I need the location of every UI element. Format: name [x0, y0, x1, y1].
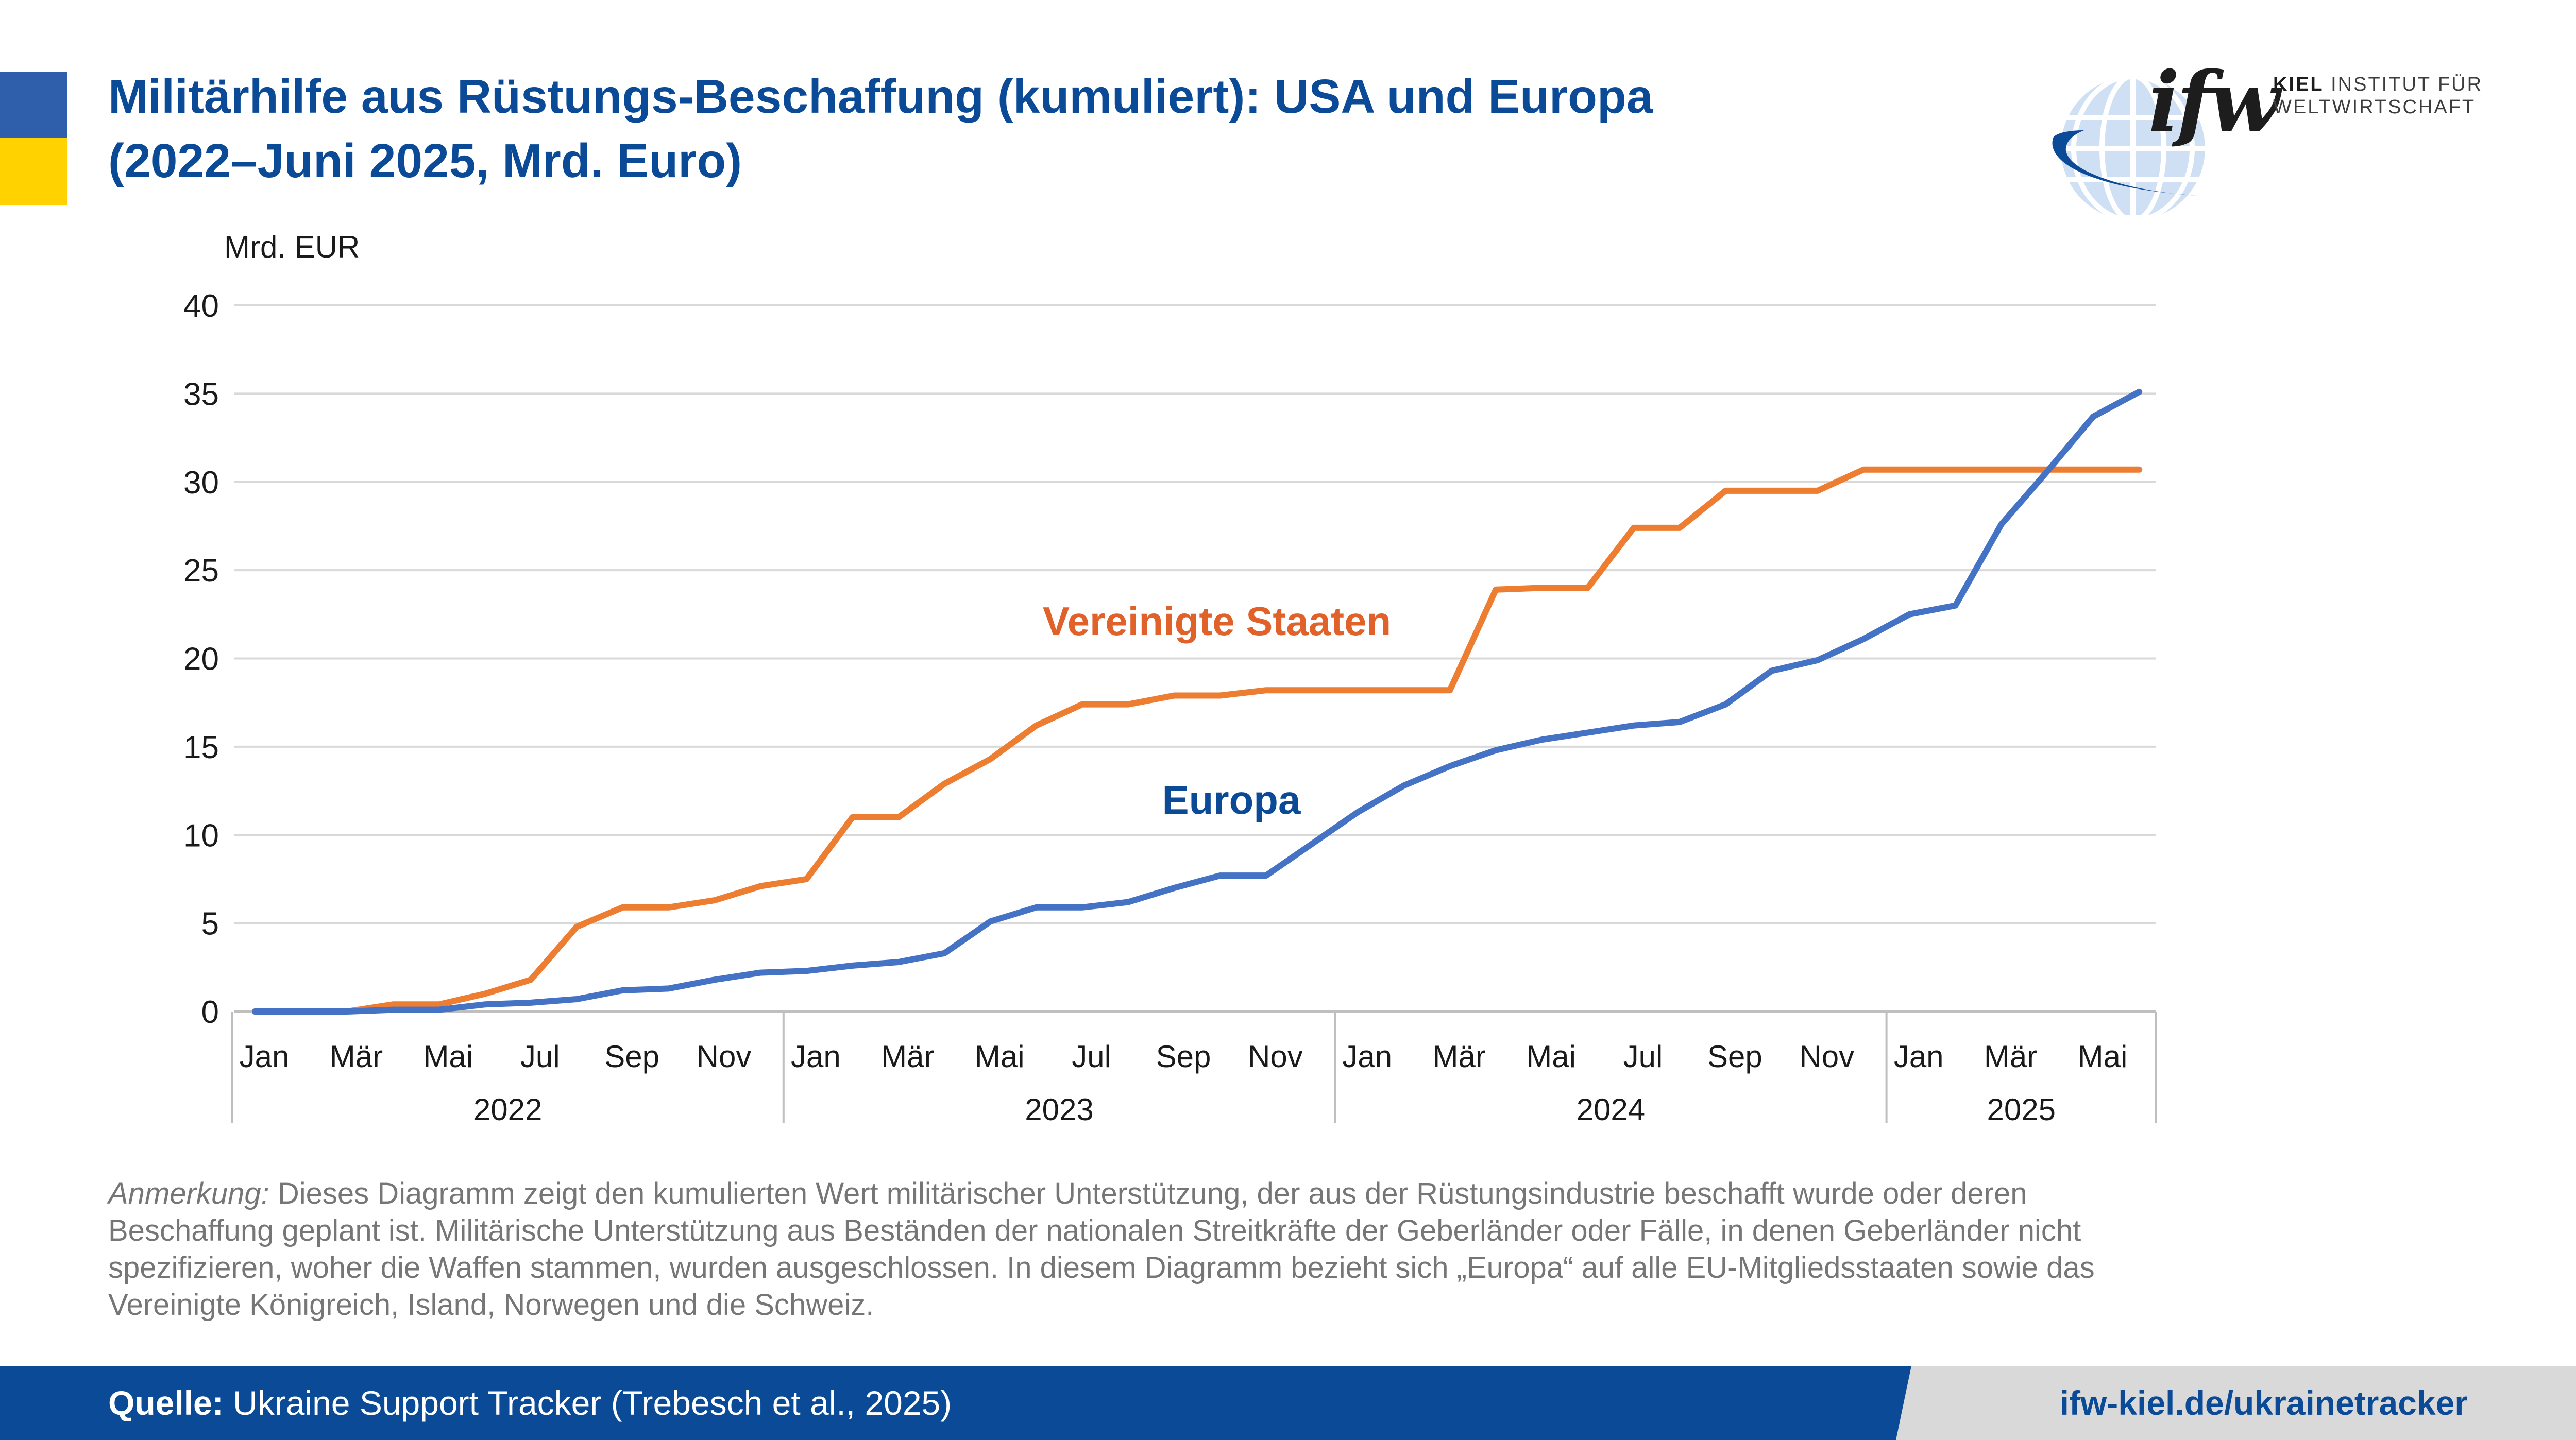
note-text: Dieses Diagramm zeigt den kumulierten We… [108, 1177, 2095, 1322]
x-tick-label: Sep [604, 1039, 659, 1074]
x-tick-label: Jan [791, 1039, 841, 1074]
x-tick-label: Jul [520, 1039, 560, 1074]
y-tick-label: 35 [183, 376, 219, 412]
x-tick-label: Jul [1623, 1039, 1663, 1074]
year-label: 2022 [473, 1092, 542, 1127]
chart-title-line2: (2022–Juni 2025, Mrd. Euro) [108, 134, 742, 187]
y-tick-label: 20 [183, 642, 219, 677]
year-label: 2024 [1577, 1092, 1645, 1127]
y-tick-label: 5 [201, 906, 219, 942]
y-tick-label: 0 [201, 995, 219, 1030]
ukraine-flag-blue [0, 72, 67, 138]
x-tick-label: Jan [1342, 1039, 1392, 1074]
x-tick-label: Mär [330, 1039, 383, 1074]
ukraine-flag-yellow [0, 138, 67, 205]
y-tick-label: 30 [183, 465, 219, 501]
ifw-logo: ifw KIEL INSTITUT FÜR WELTWIRTSCHAFT [2035, 61, 2499, 215]
chart-title: Militärhilfe aus Rüstungs-Beschaffung (k… [108, 64, 1860, 193]
x-tick-label: Mai [1526, 1039, 1576, 1074]
x-tick-label: Nov [1799, 1039, 1854, 1074]
x-tick-label: Mai [2078, 1039, 2128, 1074]
x-tick-label: Jul [1072, 1039, 1111, 1074]
x-tick-label: Mai [975, 1039, 1025, 1074]
series-line-europe [252, 388, 2143, 1015]
x-tick-label: Sep [1156, 1039, 1211, 1074]
logo-wordmark: KIEL INSTITUT FÜR WELTWIRTSCHAFT [2273, 74, 2483, 118]
globe-icon [2052, 76, 2205, 215]
year-label: 2023 [1025, 1092, 1093, 1127]
x-tick-label: Mär [881, 1039, 934, 1074]
y-tick-label: 40 [183, 288, 219, 324]
x-tick-label: Jan [1894, 1039, 1944, 1074]
source-label: Quelle: [108, 1384, 224, 1422]
x-tick-label: Mär [1433, 1039, 1486, 1074]
x-tick-label: Mär [1984, 1039, 2037, 1074]
source-credit: Quelle: Ukraine Support Tracker (Trebesc… [108, 1380, 952, 1426]
chart-title-line1: Militärhilfe aus Rüstungs-Beschaffung (k… [108, 70, 1653, 123]
year-label: 2025 [1987, 1092, 2056, 1127]
y-axis-label: Mrd. EUR [224, 230, 360, 264]
x-tick-label: Nov [697, 1039, 752, 1074]
chart-note: Anmerkung: Dieses Diagramm zeigt den kum… [108, 1175, 2179, 1324]
series-line-usa [252, 466, 2143, 1015]
series-label-europe: Europa [1162, 777, 1301, 822]
y-tick-label: 25 [183, 553, 219, 589]
x-tick-label: Mai [423, 1039, 473, 1074]
y-tick-label: 15 [183, 730, 219, 765]
x-tick-label: Nov [1248, 1039, 1303, 1074]
series-label-usa: Vereinigte Staaten [1043, 598, 1391, 644]
x-tick-label: Jan [240, 1039, 290, 1074]
footer-url-panel [1896, 1366, 2576, 1440]
source-text: Ukraine Support Tracker (Trebesch et al.… [223, 1384, 952, 1422]
note-label: Anmerkung: [108, 1177, 269, 1210]
logo-mark: ifw [2148, 54, 2280, 150]
tracker-link[interactable]: ifw-kiel.de/ukrainetracker [2059, 1384, 2468, 1422]
y-tick-label: 10 [183, 818, 219, 853]
x-tick-label: Sep [1707, 1039, 1762, 1074]
